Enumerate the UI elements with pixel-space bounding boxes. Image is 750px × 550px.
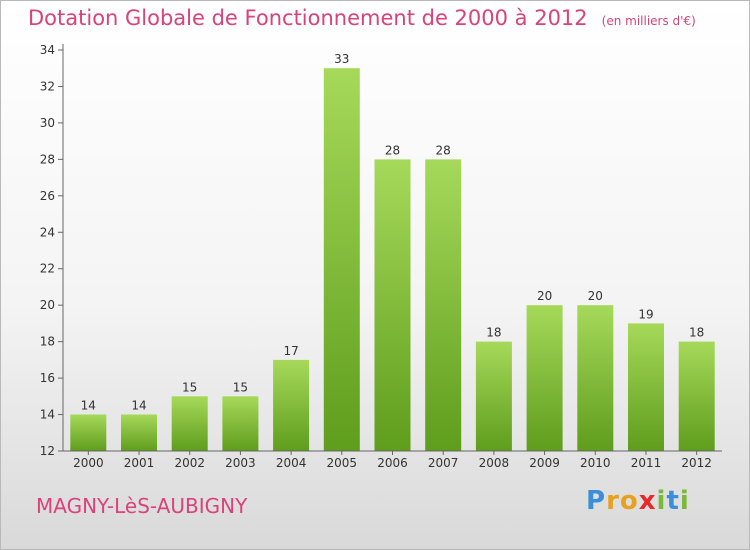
y-tick-label-32: 32 (40, 79, 55, 93)
y-tick-label-34: 34 (40, 43, 55, 57)
x-tick-label-2004: 2004 (276, 456, 307, 470)
y-tick-label-24: 24 (40, 225, 55, 239)
x-tick-label-2009: 2009 (529, 456, 560, 470)
proxiti-logo[interactable]: Proxiti (586, 486, 690, 516)
x-tick-label-2012: 2012 (681, 456, 712, 470)
y-tick-label-16: 16 (40, 371, 55, 385)
bar-2007 (425, 159, 462, 451)
y-axis: 12 14 16 18 20 22 24 26 28 30 32 34 (40, 43, 64, 458)
value-label-2009: 20 (537, 289, 552, 303)
y-tick-label-18: 18 (40, 335, 55, 349)
bar-2006 (374, 159, 411, 451)
bar-2010 (577, 305, 614, 451)
logo-letter: i (656, 486, 667, 516)
value-label-2011: 19 (638, 307, 653, 321)
value-label-2002: 15 (182, 380, 197, 394)
value-label-2004: 17 (283, 344, 298, 358)
x-tick-label-2007: 2007 (428, 456, 459, 470)
y-tick-label-14: 14 (40, 408, 55, 422)
bar-2011 (628, 323, 664, 451)
value-label-2008: 18 (486, 326, 501, 340)
x-tick-label-2011: 2011 (631, 456, 662, 470)
bar-2003 (222, 396, 259, 451)
x-tick-label-2001: 2001 (124, 456, 155, 470)
y-tick-label-30: 30 (40, 116, 55, 130)
x-tick-label-2006: 2006 (377, 456, 408, 470)
value-labels-group: 14 14 15 15 17 33 28 28 18 20 20 19 18 (81, 52, 705, 412)
x-tick-label-2005: 2005 (327, 456, 358, 470)
logo-letter: P (586, 486, 607, 516)
value-label-2000: 14 (81, 399, 96, 413)
value-label-2010: 20 (588, 289, 603, 303)
logo-letter: t (666, 486, 680, 516)
x-tick-label-2000: 2000 (73, 456, 104, 470)
logo-letter: i (679, 486, 690, 516)
logo-letter: x (638, 486, 657, 516)
y-tick-label-26: 26 (40, 189, 55, 203)
bar-2000 (70, 414, 107, 451)
y-tick-label-12: 12 (40, 444, 55, 458)
value-label-2012: 18 (689, 326, 704, 340)
title-row: Dotation Globale de Fonctionnement de 20… (28, 6, 696, 30)
bar-2009 (526, 305, 563, 451)
x-tick-label-2008: 2008 (479, 456, 510, 470)
bar-2012 (678, 341, 715, 451)
value-label-2006: 28 (385, 143, 400, 157)
value-label-2003: 15 (233, 380, 248, 394)
value-label-2005: 33 (334, 52, 349, 66)
y-tick-label-22: 22 (40, 262, 55, 276)
logo-letter: o (619, 486, 639, 516)
bar-2004 (273, 359, 310, 451)
y-tick-label-28: 28 (40, 152, 55, 166)
x-tick-label-2003: 2003 (225, 456, 256, 470)
bar-2005 (323, 68, 360, 451)
x-tick-label-2002: 2002 (174, 456, 205, 470)
chart-title: Dotation Globale de Fonctionnement de 20… (28, 6, 588, 30)
commune-name: MAGNY-LèS-AUBIGNY (36, 494, 248, 518)
bar-2001 (121, 414, 157, 451)
value-label-2001: 14 (131, 399, 146, 413)
y-tick-label-20: 20 (40, 298, 55, 312)
value-label-2007: 28 (436, 143, 451, 157)
chart-subtitle: (en milliers d'€) (601, 14, 696, 28)
bars-group (70, 68, 715, 451)
bar-2008 (475, 341, 512, 451)
x-axis: 2000 2001 2002 2003 2004 2005 2006 2007 2008 2009… (63, 450, 722, 470)
x-tick-label-2010: 2010 (580, 456, 611, 470)
logo-letter: r (606, 486, 620, 516)
bar-2002 (171, 396, 208, 451)
